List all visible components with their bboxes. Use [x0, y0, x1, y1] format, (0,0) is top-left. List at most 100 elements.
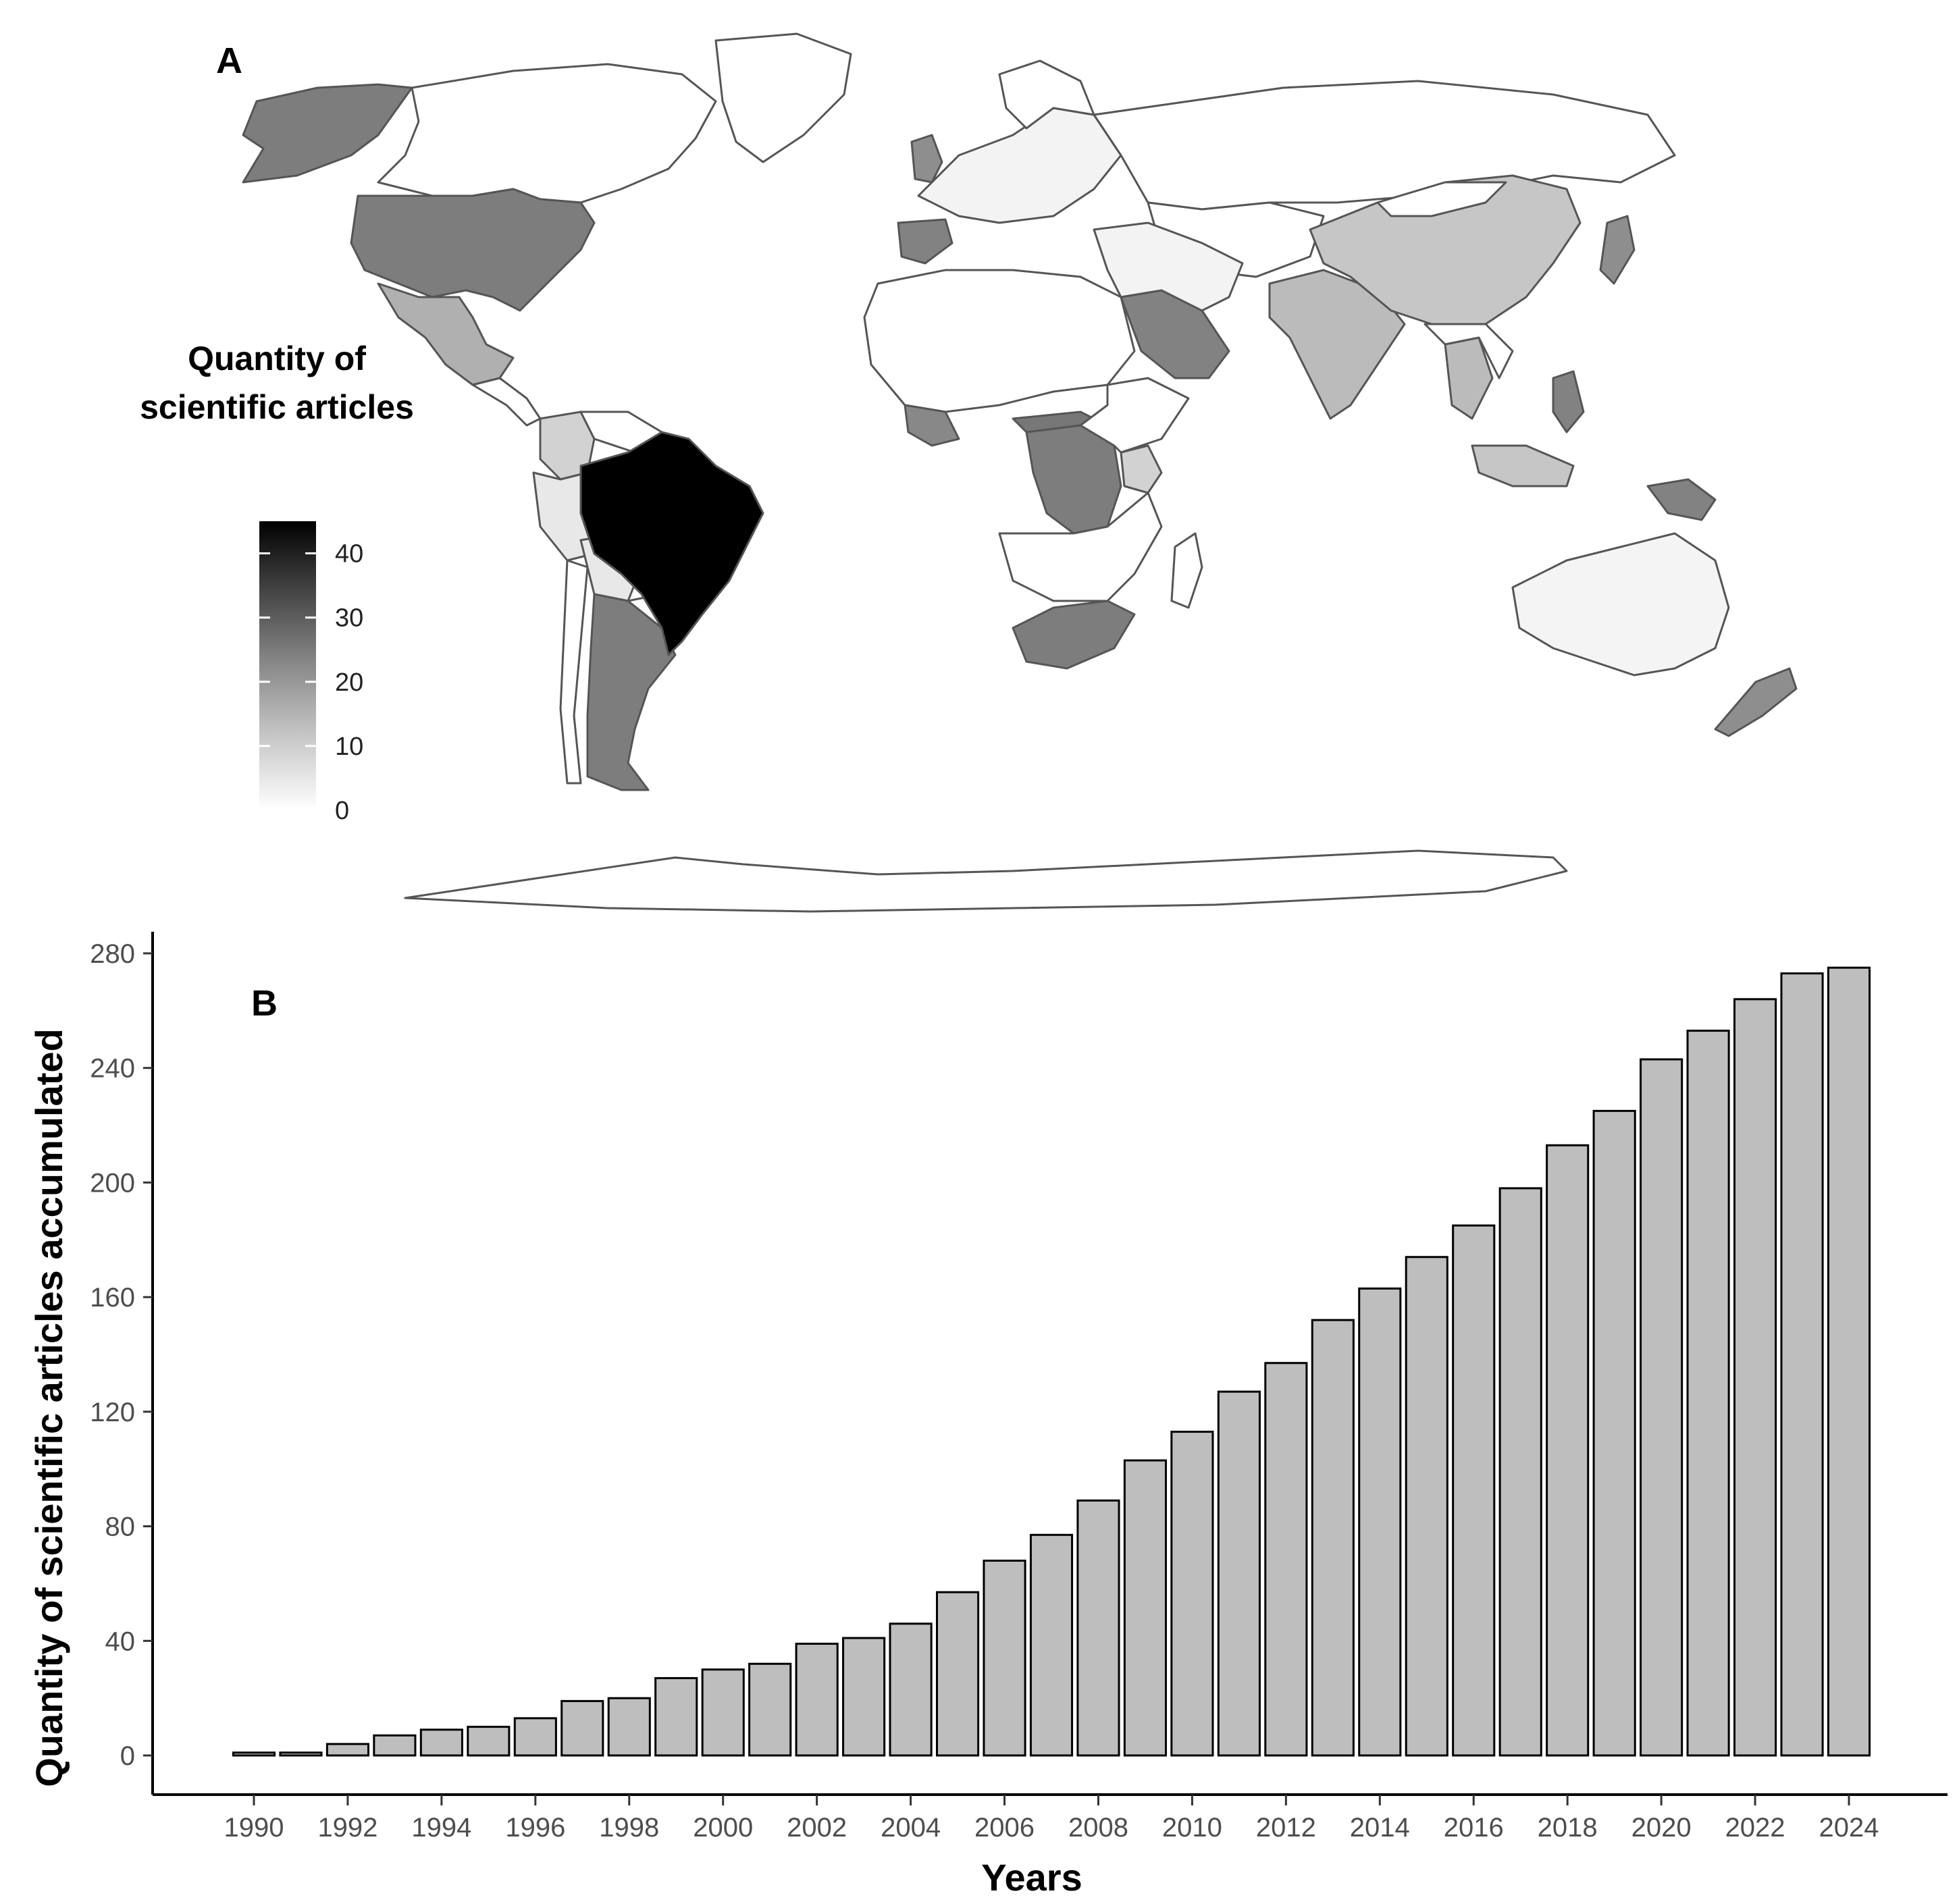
map-japan: [1599, 215, 1636, 285]
x-tick-label: 1994: [411, 1813, 471, 1843]
x-tick-label: 2000: [693, 1813, 753, 1843]
x-tick-label: 2024: [1819, 1813, 1879, 1843]
panel-b-letter: B: [251, 983, 278, 1024]
map-papua-new-guinea: [1646, 478, 1717, 521]
y-axis-title: Quantity of scientific articles accumula…: [28, 1028, 70, 1787]
map-united-states: [350, 188, 596, 312]
bar-2023: [1780, 972, 1824, 1757]
bar-2002: [795, 1643, 839, 1757]
map-antarctica: [404, 849, 1568, 913]
map-southeast-asia: [1423, 323, 1514, 379]
map-kenya: [1120, 444, 1163, 494]
bar-2003: [842, 1637, 886, 1757]
legend-title-line2: scientific articles: [140, 388, 414, 426]
map-china: [1309, 174, 1582, 325]
map-spain: [897, 218, 954, 265]
bar-2013: [1311, 1319, 1355, 1757]
map-indonesia: [1471, 444, 1575, 487]
x-axis-title: Years: [981, 1856, 1082, 1899]
bar-2022: [1733, 998, 1777, 1757]
map-south-africa: [1012, 600, 1136, 670]
map-madagascar: [1170, 532, 1203, 609]
y-tick-label: 120: [90, 1398, 135, 1427]
bar-1991: [279, 1751, 323, 1757]
bar-2010: [1170, 1431, 1214, 1757]
bar-1993: [373, 1734, 417, 1757]
bar-2012: [1264, 1362, 1308, 1757]
x-tick-label: 1992: [317, 1813, 377, 1843]
legend-tick-label: 0: [335, 797, 349, 825]
legend-colorbar: [259, 521, 316, 810]
legend-tick-label: 20: [335, 668, 363, 697]
y-tick-label: 200: [90, 1168, 135, 1198]
map-north-africa: [863, 269, 1136, 413]
legend-tick-label: 30: [335, 604, 363, 633]
y-tick-label: 40: [105, 1627, 136, 1656]
bar-1992: [325, 1743, 370, 1757]
x-tick-label: 1990: [224, 1813, 284, 1843]
x-tick-label: 2018: [1538, 1813, 1598, 1843]
bar-1995: [467, 1726, 511, 1757]
bar-1996: [513, 1717, 557, 1757]
panel-a-world-map: A: [140, 32, 1798, 913]
bar-2019: [1592, 1109, 1636, 1757]
map-europe: [917, 107, 1122, 224]
map-central-america: [471, 377, 542, 427]
x-tick-label: 2022: [1725, 1813, 1785, 1843]
bar-1990: [232, 1751, 276, 1757]
legend-tick-label: 10: [335, 733, 363, 761]
y-tick-label: 0: [120, 1741, 135, 1771]
bar-1997: [560, 1699, 604, 1757]
x-tick-label: 2004: [881, 1813, 941, 1843]
bar-2011: [1217, 1390, 1261, 1757]
x-tick-label: 2008: [1068, 1813, 1128, 1843]
legend-tick-label: 40: [335, 540, 363, 568]
bar-2016: [1452, 1224, 1496, 1757]
legend-ticks: 40 30 20 10 0: [259, 540, 363, 825]
bar-2000: [701, 1668, 745, 1757]
map-west-africa-1: [904, 404, 960, 447]
bar-2007: [1029, 1533, 1074, 1757]
bar-2004: [889, 1622, 933, 1757]
map-canada: [377, 63, 717, 204]
map-united-kingdom: [910, 134, 943, 184]
legend-title-line1: Quantity of: [188, 340, 366, 377]
x-tick-label: 2010: [1162, 1813, 1222, 1843]
y-tick-label: 280: [90, 939, 135, 969]
map-russia: [1093, 80, 1676, 211]
map-new-zealand: [1714, 667, 1798, 737]
bar-2014: [1358, 1287, 1402, 1757]
bar-1994: [419, 1728, 463, 1757]
map-east-africa: [1079, 377, 1190, 454]
map-middle-east: [1093, 221, 1244, 312]
map-mongolia: [1376, 181, 1507, 217]
bar-1999: [654, 1676, 698, 1757]
panel-a-letter: A: [216, 41, 242, 81]
x-tick-label: 2006: [974, 1813, 1035, 1843]
map-alaska: [242, 83, 413, 184]
x-tick-label: 2014: [1350, 1813, 1410, 1843]
y-tick-label: 160: [90, 1283, 135, 1313]
bar-2005: [935, 1591, 980, 1757]
bar-2009: [1123, 1459, 1168, 1757]
bar-2008: [1076, 1499, 1120, 1757]
map-australia: [1511, 532, 1730, 677]
y-axis: 0 40 80 120 160 200 240 280: [90, 932, 154, 1795]
bar-2015: [1405, 1256, 1448, 1757]
map-mexico: [377, 282, 515, 386]
x-tick-label: 2012: [1256, 1813, 1316, 1843]
bar-2001: [748, 1662, 792, 1757]
x-tick-label: 1998: [599, 1813, 659, 1843]
bar-2021: [1686, 1030, 1730, 1757]
bar-2018: [1546, 1144, 1590, 1757]
x-tick-label: 2016: [1444, 1813, 1504, 1843]
map-brazil: [579, 431, 764, 656]
x-tick-label: 2002: [787, 1813, 847, 1843]
y-tick-label: 240: [90, 1054, 135, 1084]
bar-1998: [607, 1697, 651, 1757]
map-southern-africa: [998, 492, 1163, 602]
x-tick-label: 2020: [1631, 1813, 1692, 1843]
bar-2024: [1827, 966, 1871, 1757]
bar-2020: [1640, 1058, 1683, 1757]
x-axis: 1990 1992 1994 1996 1998 2000 2002 2004 2006 2008…: [153, 1793, 1948, 1843]
